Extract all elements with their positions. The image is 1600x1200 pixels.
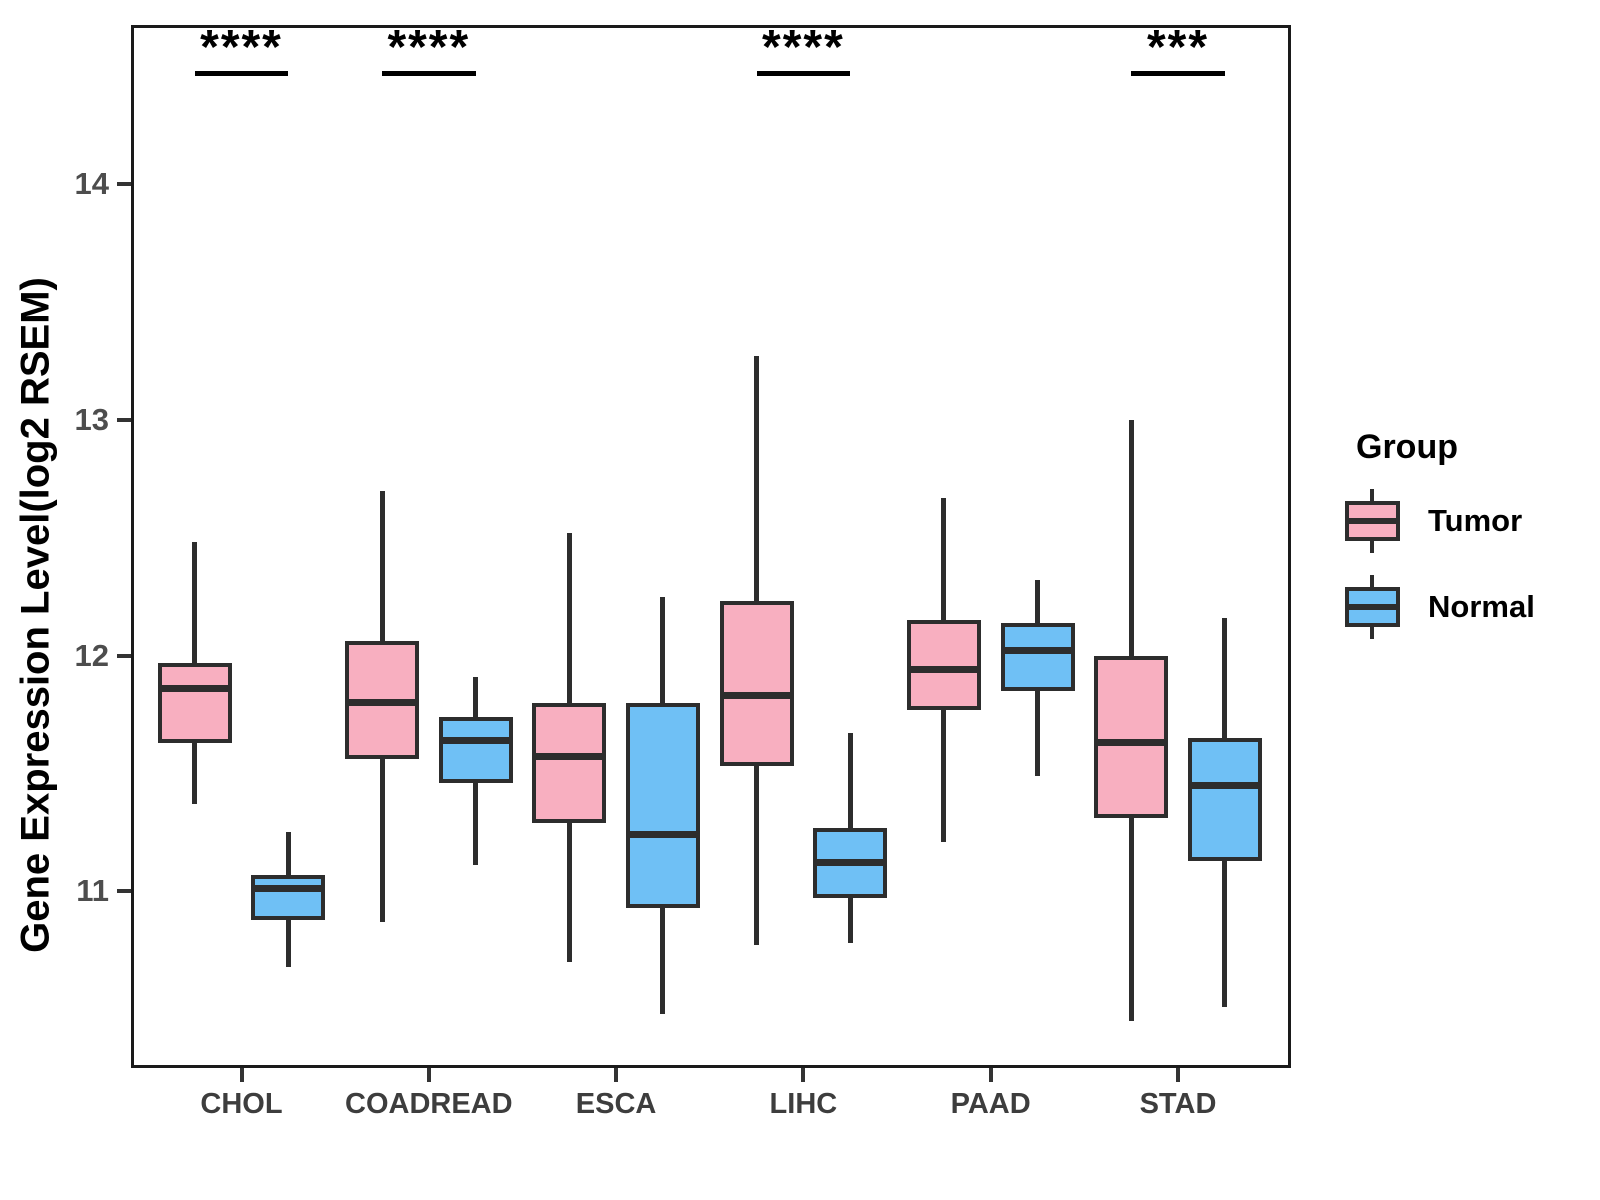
normal-median-LIHC xyxy=(813,859,888,867)
significance-stars-STAD: *** xyxy=(1146,21,1210,74)
x-axis-tick-label: ESCA xyxy=(575,1088,657,1120)
y-axis-tick xyxy=(117,653,131,658)
legend-title: Group xyxy=(1356,428,1458,466)
significance-bar-COADREAD xyxy=(382,71,476,76)
x-axis-tick-label: LIHC xyxy=(769,1088,838,1120)
significance-stars-CHOL: **** xyxy=(200,21,283,74)
normal-box-CHOL xyxy=(251,874,326,920)
x-axis-tick-label: COADREAD xyxy=(345,1088,513,1120)
x-axis-tick xyxy=(801,1068,806,1082)
y-axis-tick xyxy=(117,889,131,894)
x-axis-tick xyxy=(426,1068,431,1082)
tumor-box-ESCA xyxy=(532,702,607,823)
x-axis-tick-label: STAD xyxy=(1139,1088,1217,1120)
normal-boxplot-swatch-icon xyxy=(1342,575,1402,639)
tumor-median-PAAD xyxy=(906,666,981,674)
x-axis-tick xyxy=(239,1068,244,1082)
tumor-box-LIHC xyxy=(719,601,794,767)
tumor-median-ESCA xyxy=(532,753,607,761)
y-axis-tick xyxy=(117,182,131,187)
x-axis-tick-label: PAAD xyxy=(950,1088,1031,1120)
normal-box-ESCA xyxy=(625,702,700,908)
x-axis-tick xyxy=(988,1068,993,1082)
tumor-box-PAAD xyxy=(906,620,981,710)
y-axis-tick xyxy=(117,417,131,422)
legend-item-normal: Normal xyxy=(1342,571,1535,643)
significance-stars-LIHC: **** xyxy=(762,21,845,74)
normal-box-STAD xyxy=(1187,738,1262,861)
legend: Group Tumor Normal xyxy=(1318,428,1535,657)
y-axis-tick-label: 11 xyxy=(76,873,109,909)
normal-median-CHOL xyxy=(251,885,326,893)
normal-median-COADREAD xyxy=(438,736,513,744)
significance-bar-STAD xyxy=(1131,71,1225,76)
normal-median-PAAD xyxy=(1000,647,1075,655)
normal-box-PAAD xyxy=(1000,622,1075,691)
x-axis-tick-label: CHOL xyxy=(200,1088,283,1120)
tumor-median-STAD xyxy=(1094,739,1169,747)
significance-bar-CHOL xyxy=(194,71,289,76)
tumor-box-CHOL xyxy=(157,662,232,743)
legend-label-normal: Normal xyxy=(1428,589,1535,624)
tumor-median-LIHC xyxy=(719,692,794,700)
significance-bar-LIHC xyxy=(756,71,851,76)
normal-median-STAD xyxy=(1187,781,1262,789)
significance-stars-COADREAD: **** xyxy=(387,21,471,74)
y-axis-tick-label: 13 xyxy=(74,401,109,437)
legend-item-tumor: Tumor xyxy=(1342,485,1535,557)
y-axis-tick-label: 14 xyxy=(74,166,109,202)
x-axis-tick xyxy=(614,1068,619,1082)
normal-box-COADREAD xyxy=(438,716,513,783)
y-axis-title: Gene Expression Level(log2 RSEM) xyxy=(13,277,58,953)
tumor-median-COADREAD xyxy=(345,699,419,707)
tumor-boxplot-swatch-icon xyxy=(1342,489,1402,553)
legend-label-tumor: Tumor xyxy=(1428,503,1523,538)
y-axis-tick-label: 12 xyxy=(74,637,109,673)
x-axis-tick xyxy=(1176,1068,1180,1082)
tumor-median-CHOL xyxy=(157,685,232,692)
normal-median-ESCA xyxy=(625,831,700,839)
tumor-box-STAD xyxy=(1094,655,1169,819)
